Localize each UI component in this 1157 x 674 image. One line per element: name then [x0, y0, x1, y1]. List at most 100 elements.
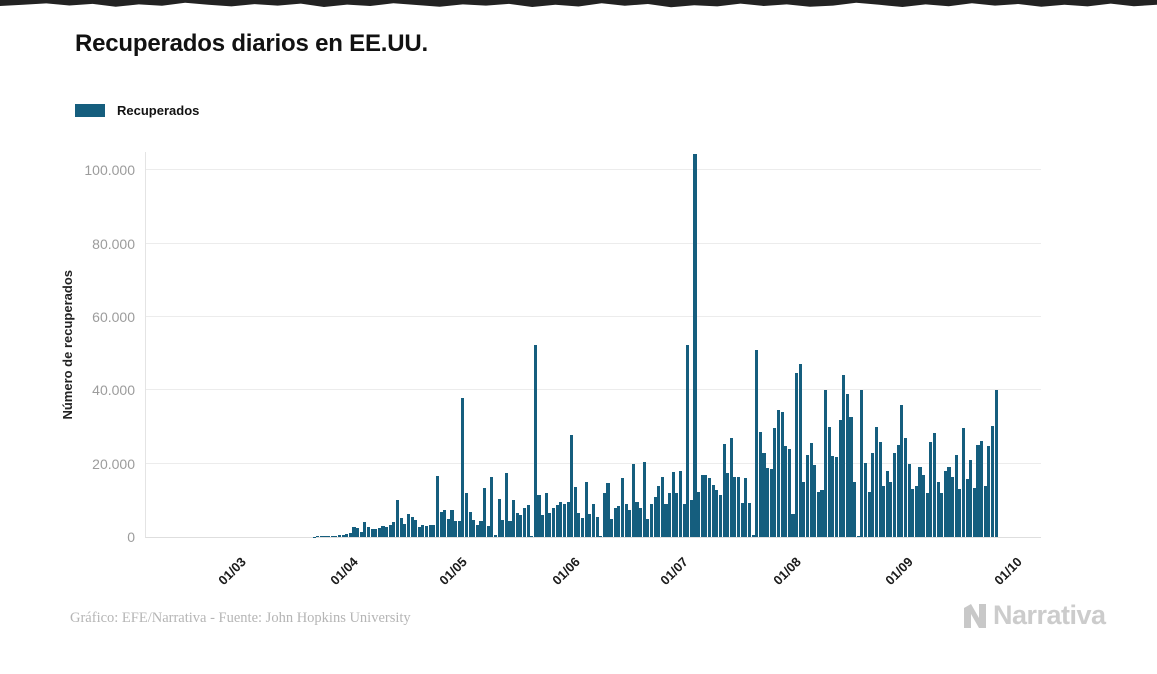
bar[interactable] — [878, 441, 882, 537]
bar[interactable] — [834, 456, 839, 537]
bar[interactable] — [421, 525, 425, 537]
bar[interactable] — [653, 496, 657, 537]
bar[interactable] — [443, 510, 447, 537]
bar[interactable] — [943, 471, 947, 537]
bar[interactable] — [425, 526, 429, 537]
bar[interactable] — [947, 467, 951, 537]
bar[interactable] — [366, 527, 371, 537]
bar[interactable] — [911, 489, 915, 537]
bar[interactable] — [762, 453, 766, 537]
bar[interactable] — [755, 350, 759, 537]
bar[interactable] — [533, 345, 537, 537]
bar[interactable] — [686, 345, 690, 537]
bar[interactable] — [497, 498, 501, 537]
bar[interactable] — [548, 513, 552, 537]
bar[interactable] — [581, 518, 585, 537]
bar[interactable] — [990, 425, 995, 537]
bar[interactable] — [508, 520, 512, 537]
bar[interactable] — [577, 513, 581, 537]
bar[interactable] — [668, 493, 672, 537]
bar[interactable] — [363, 521, 367, 537]
bar[interactable] — [693, 154, 697, 537]
bar[interactable] — [450, 509, 454, 537]
bar[interactable] — [599, 535, 603, 537]
bar[interactable] — [813, 465, 817, 537]
bar[interactable] — [414, 520, 418, 537]
bar[interactable] — [591, 504, 595, 537]
bar[interactable] — [352, 527, 356, 537]
bar[interactable] — [671, 471, 675, 537]
bar[interactable] — [802, 482, 806, 537]
bar[interactable] — [504, 473, 508, 537]
bar[interactable] — [678, 471, 683, 537]
bar[interactable] — [951, 476, 955, 537]
bar[interactable] — [501, 520, 505, 537]
bar[interactable] — [766, 467, 770, 537]
bar[interactable] — [816, 491, 820, 537]
bar[interactable] — [715, 490, 719, 537]
bar[interactable] — [620, 478, 625, 537]
bar[interactable] — [432, 525, 436, 537]
bar[interactable] — [464, 493, 469, 537]
bar[interactable] — [918, 467, 922, 537]
bar[interactable] — [787, 449, 791, 537]
bar[interactable] — [657, 485, 661, 537]
bar[interactable] — [374, 528, 378, 537]
bar[interactable] — [454, 520, 458, 537]
bar[interactable] — [381, 526, 385, 537]
bar[interactable] — [936, 482, 940, 537]
bar[interactable] — [867, 491, 871, 537]
bar[interactable] — [907, 463, 911, 537]
bar[interactable] — [769, 469, 773, 537]
bar[interactable] — [896, 445, 900, 537]
bar[interactable] — [526, 505, 530, 537]
bar[interactable] — [722, 443, 726, 537]
bar[interactable] — [849, 416, 853, 537]
bar[interactable] — [541, 515, 545, 537]
bar[interactable] — [733, 476, 737, 537]
bar[interactable] — [337, 535, 342, 537]
bar[interactable] — [552, 508, 556, 537]
bar[interactable] — [522, 508, 527, 537]
bar[interactable] — [708, 478, 712, 537]
bar[interactable] — [512, 499, 516, 537]
bar[interactable] — [675, 493, 679, 537]
bar[interactable] — [323, 536, 327, 537]
bar[interactable] — [954, 454, 958, 537]
bar[interactable] — [537, 495, 541, 537]
bar[interactable] — [624, 504, 628, 537]
bar[interactable] — [780, 411, 784, 537]
bar[interactable] — [773, 428, 777, 537]
bar[interactable] — [435, 476, 439, 537]
bar[interactable] — [864, 463, 868, 537]
bar[interactable] — [940, 493, 944, 537]
bar[interactable] — [976, 445, 980, 537]
bar[interactable] — [740, 503, 744, 537]
bar[interactable] — [649, 504, 654, 537]
bar[interactable] — [544, 493, 548, 537]
bar[interactable] — [795, 373, 799, 537]
bar[interactable] — [403, 523, 407, 537]
bar[interactable] — [798, 363, 802, 537]
bar[interactable] — [559, 501, 563, 537]
bar[interactable] — [809, 443, 813, 537]
bar[interactable] — [889, 482, 893, 537]
bar[interactable] — [842, 375, 846, 537]
bar[interactable] — [718, 495, 722, 537]
bar[interactable] — [410, 516, 414, 537]
bar[interactable] — [472, 520, 476, 537]
bar[interactable] — [530, 535, 534, 537]
bar[interactable] — [882, 485, 886, 537]
bar[interactable] — [874, 427, 878, 537]
bar[interactable] — [776, 410, 781, 537]
bar[interactable] — [588, 513, 592, 537]
bar[interactable] — [377, 528, 381, 537]
bar[interactable] — [903, 438, 907, 537]
bar[interactable] — [860, 389, 864, 537]
bar[interactable] — [820, 490, 824, 537]
bar[interactable] — [635, 502, 639, 537]
bar[interactable] — [929, 441, 933, 537]
bar[interactable] — [468, 511, 472, 537]
bar[interactable] — [610, 519, 614, 537]
bar[interactable] — [994, 389, 998, 537]
